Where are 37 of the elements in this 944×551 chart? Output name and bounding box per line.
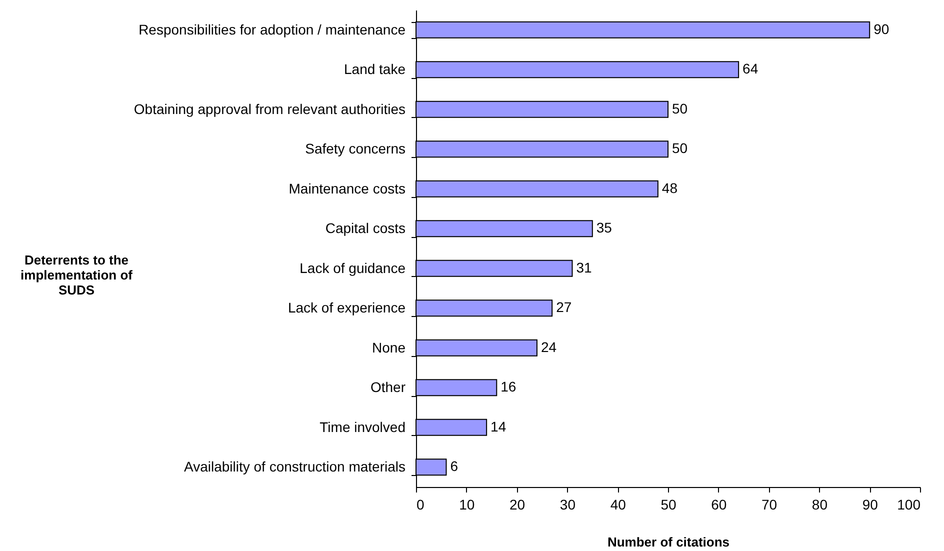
x-tick-label: 0 bbox=[416, 496, 424, 512]
data-label: 35 bbox=[596, 220, 612, 236]
x-tick-label: 40 bbox=[610, 496, 626, 512]
y-tick-label: Safety concerns bbox=[305, 140, 406, 157]
data-label: 90 bbox=[874, 20, 890, 37]
y-tick-label: Obtaining approval from relevant authorities bbox=[134, 100, 406, 117]
y-tick-label: Time involved bbox=[320, 418, 406, 435]
x-axis-title: Number of citations bbox=[607, 534, 730, 550]
x-tick-label: 20 bbox=[510, 496, 526, 512]
data-label: 14 bbox=[490, 418, 506, 434]
x-tick-label: 70 bbox=[762, 496, 778, 512]
x-tick-label: 10 bbox=[459, 496, 475, 512]
data-label: 24 bbox=[540, 338, 557, 355]
y-tick-label: None bbox=[372, 339, 406, 356]
data-label: 16 bbox=[500, 378, 516, 395]
x-tick-label: 60 bbox=[711, 496, 727, 512]
data-label: 31 bbox=[576, 259, 592, 276]
x-tick-label: 50 bbox=[660, 496, 676, 512]
y-tick-label: Maintenance costs bbox=[288, 180, 406, 196]
data-label: 27 bbox=[556, 299, 572, 316]
data-label: 6 bbox=[450, 458, 458, 474]
y-axis-title: Deterrents to the implementation of SUDS bbox=[20, 252, 134, 298]
data-label: 48 bbox=[662, 180, 678, 196]
x-tick-label: 30 bbox=[560, 496, 576, 512]
data-label: 50 bbox=[672, 140, 688, 156]
y-tick-label: Lack of guidance bbox=[300, 260, 406, 276]
y-tick-label: Capital costs bbox=[325, 220, 406, 236]
y-tick-label: Availability of construction materials bbox=[184, 458, 406, 475]
y-tick-label: Lack of experience bbox=[288, 300, 406, 316]
x-tick-label: 100 bbox=[897, 496, 921, 512]
y-tick-label: Responsibilities for adoption / maintenance bbox=[138, 21, 406, 38]
data-label: 50 bbox=[672, 100, 688, 116]
x-tick-label: 80 bbox=[812, 496, 828, 512]
data-label: 64 bbox=[742, 60, 758, 77]
x-tick-label: 90 bbox=[862, 496, 878, 512]
y-tick-label: Other bbox=[370, 379, 406, 396]
y-tick-label: Land take bbox=[344, 61, 406, 78]
